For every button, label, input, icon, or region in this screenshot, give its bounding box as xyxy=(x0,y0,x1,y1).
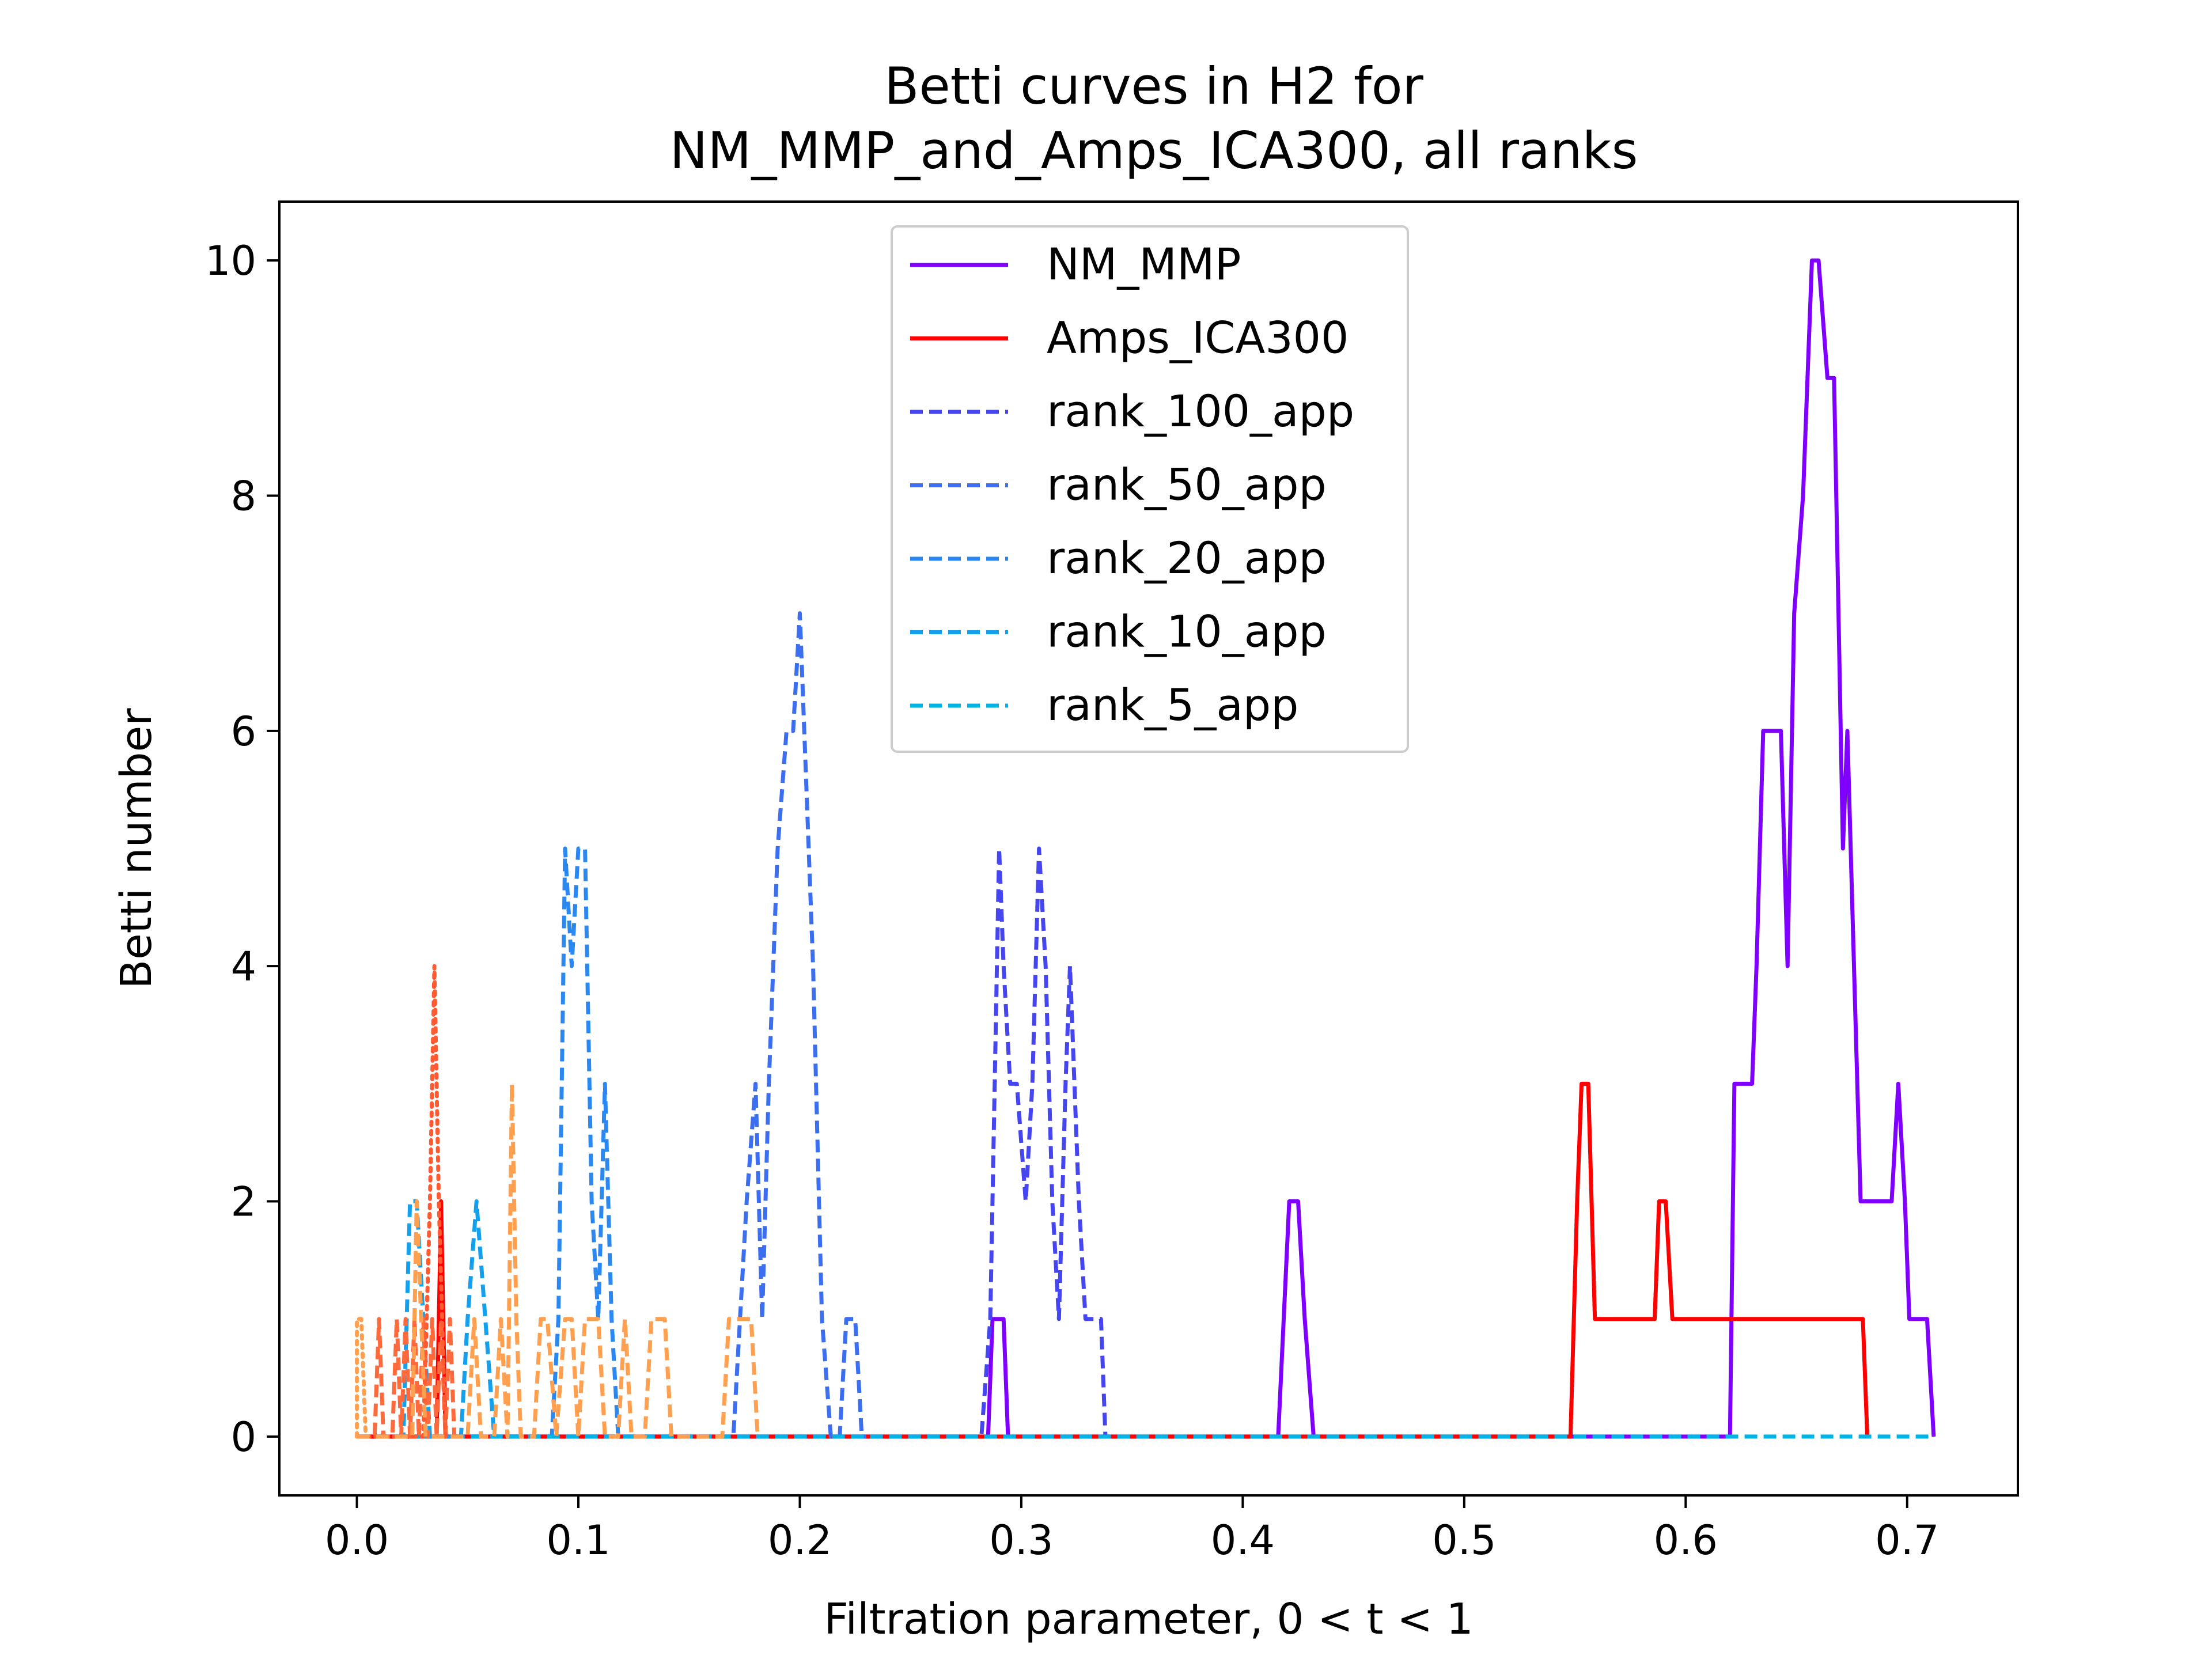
legend-label: Amps_ICA300 xyxy=(1047,312,1349,363)
chart-title-line-1: Betti curves in H2 for xyxy=(884,56,1423,116)
series-line-unlabeled-9 xyxy=(357,1081,760,1439)
x-tick-label: 0.1 xyxy=(546,1517,610,1564)
series-line-rank-10-app xyxy=(357,1199,497,1439)
x-axis-label: Filtration parameter, 0 < t < 1 xyxy=(824,1594,1473,1644)
x-tick-label: 0.0 xyxy=(325,1517,389,1564)
legend-label: NM_MMP xyxy=(1047,238,1241,290)
chart-title-line-2: NM_MMP_and_Amps_ICA300, all ranks xyxy=(670,121,1638,180)
x-tick-label: 0.4 xyxy=(1211,1517,1275,1564)
x-tick-label: 0.5 xyxy=(1432,1517,1496,1564)
y-tick-label: 2 xyxy=(230,1179,256,1226)
x-tick-label: 0.3 xyxy=(989,1517,1053,1564)
y-tick-label: 6 xyxy=(230,708,256,755)
series-line-rank-20-app xyxy=(357,846,625,1439)
y-tick-label: 0 xyxy=(230,1414,256,1461)
legend-label: rank_5_app xyxy=(1047,679,1298,730)
series-line-rank-50-app xyxy=(357,611,866,1439)
series-line-nm-mmp xyxy=(357,258,1936,1439)
y-axis: 0 2 4 6 8 10 xyxy=(205,237,279,1461)
x-tick-label: 0.7 xyxy=(1875,1517,1939,1564)
series-layer xyxy=(355,258,1936,1439)
series-line-unlabeled-8 xyxy=(355,964,448,1439)
legend-box xyxy=(891,225,1409,753)
legend-label: rank_10_app xyxy=(1047,606,1327,657)
y-tick-label: 8 xyxy=(230,472,256,520)
x-axis: 0.0 0.1 0.2 0.3 0.4 0.5 0.6 0.7 xyxy=(325,1495,1939,1564)
x-tick-label: 0.6 xyxy=(1654,1517,1718,1564)
y-tick-label: 10 xyxy=(205,237,256,285)
y-tick-label: 4 xyxy=(230,943,256,990)
x-tick-label: 0.2 xyxy=(768,1517,832,1564)
series-line-unlabeled-10 xyxy=(355,1317,368,1439)
y-axis-label: Betti number xyxy=(112,708,161,989)
series-line-rank-100-app xyxy=(357,846,1110,1439)
plot-frame xyxy=(278,200,2019,1497)
legend: NM_MMP Amps_ICA300 rank_100_app rank_50_app… xyxy=(891,225,1409,753)
legend-label: rank_50_app xyxy=(1047,459,1327,510)
legend-label: rank_20_app xyxy=(1047,532,1327,584)
legend-label: rank_100_app xyxy=(1047,385,1354,437)
chart-title: Betti curves in H2 for NM_MMP_and_Amps_I… xyxy=(670,56,1638,180)
